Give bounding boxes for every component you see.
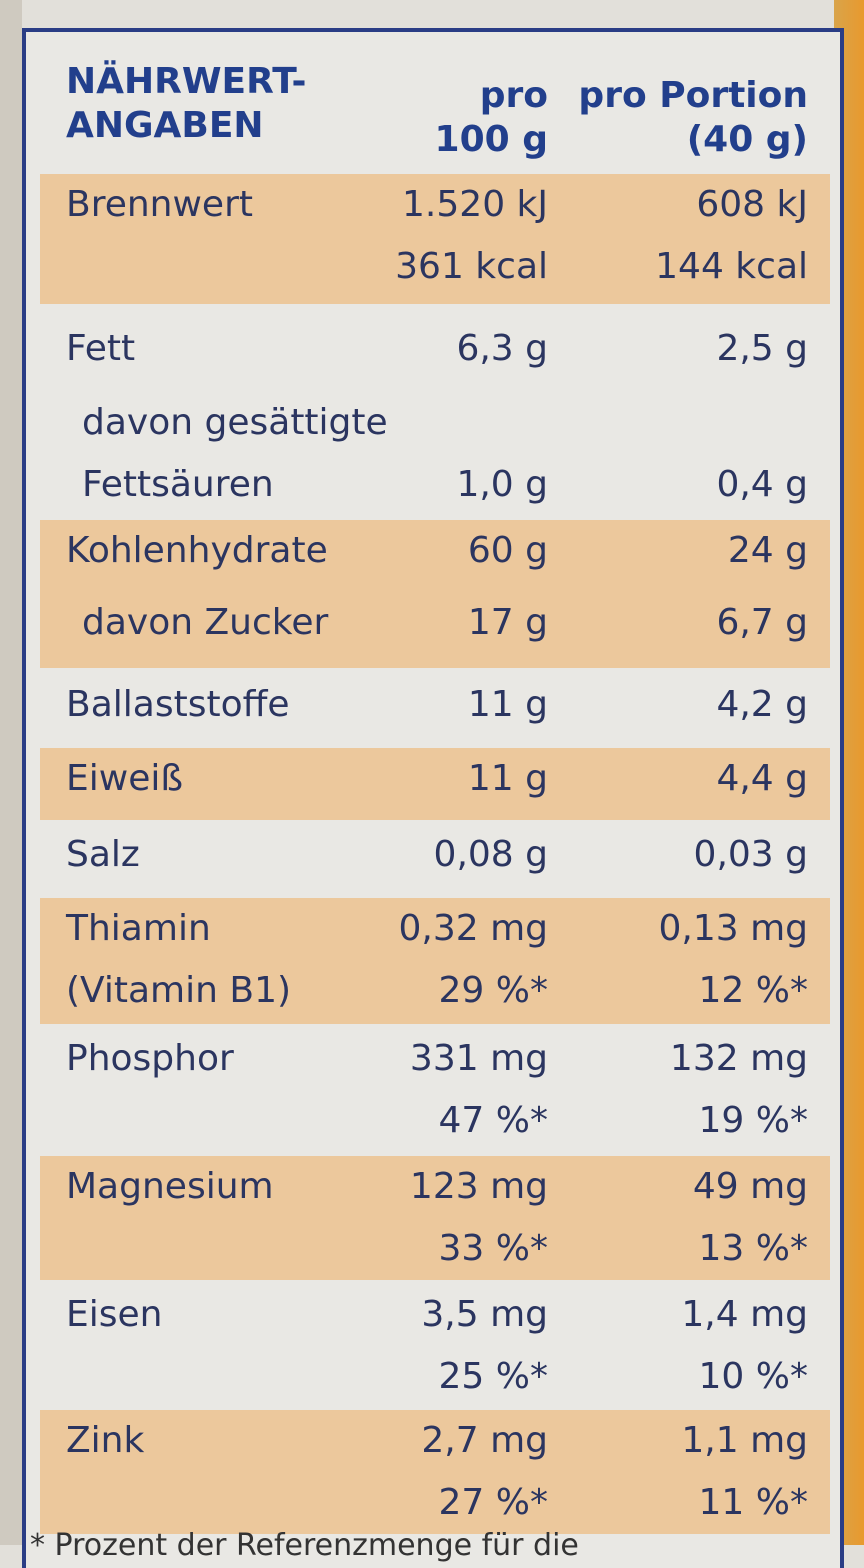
row-per-100g: 17 g bbox=[467, 602, 548, 643]
table-row-fett: Fett 6,3 g 2,5 g bbox=[40, 318, 830, 388]
box-left-edge bbox=[0, 0, 22, 1545]
table-row-gesaettigte-fettsaeuren: davon gesättigte Fettsäuren 1,0 g 0,4 g bbox=[40, 392, 830, 516]
row-per-portion: 49 mg 13 %* bbox=[692, 1166, 808, 1269]
row-name: davon Zucker bbox=[82, 602, 329, 643]
row-per-portion: 132 mg 19 %* bbox=[669, 1038, 808, 1141]
row-name: Kohlenhydrate bbox=[66, 530, 328, 571]
row-name: Eisen bbox=[66, 1294, 163, 1335]
table-row-phosphor: Phosphor 331 mg 47 %* 132 mg 19 %* bbox=[40, 1028, 830, 1152]
row-per-portion: 1,1 mg 11 %* bbox=[681, 1420, 808, 1523]
table-row-thiamin: Thiamin (Vitamin B1) 0,32 mg 29 %* 0,13 … bbox=[40, 898, 830, 1024]
row-per-100g: 1.520 kJ 361 kcal bbox=[395, 184, 548, 287]
row-name: Fett bbox=[66, 328, 136, 369]
row-per-portion: 0,03 g bbox=[693, 834, 808, 875]
row-per-portion: 4,4 g bbox=[716, 758, 808, 799]
row-per-portion: 608 kJ 144 kcal bbox=[655, 184, 808, 287]
table-row-ballaststoffe: Ballaststoffe 11 g 4,2 g bbox=[40, 674, 830, 744]
row-per-100g: 1,0 g bbox=[456, 464, 548, 505]
row-per-portion: 4,2 g bbox=[716, 684, 808, 725]
row-name: Ballaststoffe bbox=[66, 684, 290, 725]
row-name: Eiweiß bbox=[66, 758, 184, 799]
row-name: Zink bbox=[66, 1420, 145, 1461]
table-row-salz: Salz 0,08 g 0,03 g bbox=[40, 824, 830, 894]
row-per-100g: 331 mg 47 %* bbox=[409, 1038, 548, 1141]
table-row-zucker: davon Zucker 17 g 6,7 g bbox=[40, 592, 830, 668]
footnote: * Prozent der Referenzmenge für die bbox=[30, 1528, 579, 1563]
table-row-eiweiss: Eiweiß 11 g 4,4 g bbox=[40, 748, 830, 820]
row-per-portion: 0,13 mg 12 %* bbox=[658, 908, 808, 1011]
table-row-brennwert: Brennwert 1.520 kJ 361 kcal 608 kJ 144 k… bbox=[40, 174, 830, 304]
nutrition-label: NÄHRWERT- ANGABEN pro 100 g pro Portion … bbox=[22, 28, 844, 1568]
row-per-portion: 1,4 mg 10 %* bbox=[681, 1294, 808, 1397]
row-per-100g: 0,08 g bbox=[433, 834, 548, 875]
row-per-portion: 2,5 g bbox=[716, 328, 808, 369]
row-name: Thiamin (Vitamin B1) bbox=[66, 908, 292, 1011]
row-per-100g: 11 g bbox=[467, 758, 548, 799]
table-row-kohlenhydrate: Kohlenhydrate 60 g 24 g bbox=[40, 520, 830, 592]
row-name: Brennwert bbox=[66, 184, 253, 225]
row-per-100g: 123 mg 33 %* bbox=[409, 1166, 548, 1269]
row-name: Phosphor bbox=[66, 1038, 234, 1079]
row-name: davon gesättigte Fettsäuren bbox=[82, 402, 388, 505]
table-row-eisen: Eisen 3,5 mg 25 %* 1,4 mg 10 %* bbox=[40, 1284, 830, 1408]
row-per-portion: 24 g bbox=[727, 530, 808, 571]
row-per-100g: 11 g bbox=[467, 684, 548, 725]
row-per-100g: 2,7 mg 27 %* bbox=[421, 1420, 548, 1523]
row-per-portion: 6,7 g bbox=[716, 602, 808, 643]
table-header-row: NÄHRWERT- ANGABEN pro 100 g pro Portion … bbox=[40, 60, 830, 180]
row-per-portion: 0,4 g bbox=[716, 464, 808, 505]
header-per-100g: pro 100 g bbox=[434, 75, 548, 160]
header-per-portion: pro Portion (40 g) bbox=[578, 75, 808, 160]
row-name: Magnesium bbox=[66, 1166, 274, 1207]
row-per-100g: 6,3 g bbox=[456, 328, 548, 369]
row-name: Salz bbox=[66, 834, 140, 875]
row-per-100g: 3,5 mg 25 %* bbox=[421, 1294, 548, 1397]
table-row-zink: Zink 2,7 mg 27 %* 1,1 mg 11 %* bbox=[40, 1410, 830, 1534]
row-per-100g: 60 g bbox=[467, 530, 548, 571]
header-name: NÄHRWERT- ANGABEN bbox=[66, 61, 307, 146]
row-per-100g: 0,32 mg 29 %* bbox=[398, 908, 548, 1011]
table-row-magnesium: Magnesium 123 mg 33 %* 49 mg 13 %* bbox=[40, 1156, 830, 1280]
